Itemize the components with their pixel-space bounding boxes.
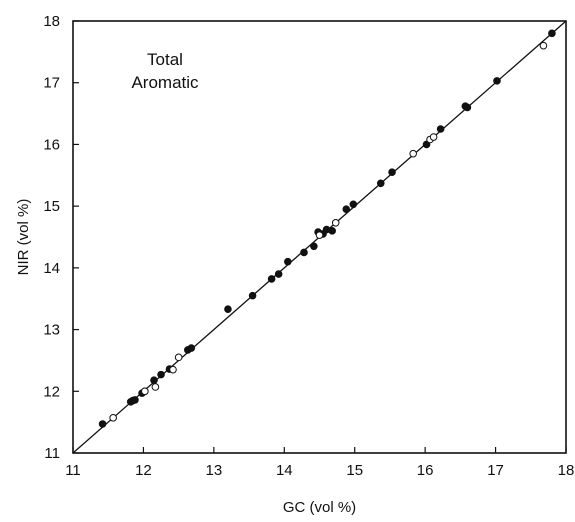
x-tick-label: 11 bbox=[65, 462, 81, 479]
data-point-filled bbox=[463, 103, 472, 112]
data-point-open bbox=[174, 353, 183, 362]
data-point-open bbox=[539, 41, 548, 50]
data-point-filled bbox=[187, 344, 196, 352]
data-point-open bbox=[141, 387, 149, 396]
data-point-filled bbox=[388, 168, 396, 176]
data-point-filled bbox=[131, 396, 139, 404]
data-point-filled bbox=[376, 179, 385, 188]
data-point-filled bbox=[274, 270, 283, 278]
data-point-filled bbox=[436, 125, 445, 133]
data-point-filled bbox=[548, 29, 556, 38]
data-point-open bbox=[151, 383, 160, 391]
data-point-filled bbox=[150, 376, 158, 384]
x-tick-label: 15 bbox=[346, 462, 363, 479]
data-point-open bbox=[331, 219, 340, 227]
data-point-filled bbox=[267, 275, 276, 283]
annotation-line-1: Total bbox=[147, 50, 183, 69]
x-tick-label: 18 bbox=[558, 462, 575, 479]
y-axis: 11 12 13 14 15 16 17 18 bbox=[43, 13, 79, 462]
y-tick-label: 16 bbox=[43, 136, 60, 153]
y-tick-label: 14 bbox=[43, 260, 60, 277]
data-point-filled bbox=[300, 248, 308, 257]
y-axis-title: NIR (vol %) bbox=[15, 199, 32, 276]
data-point-filled bbox=[248, 291, 257, 300]
y-tick-label: 11 bbox=[44, 445, 60, 462]
data-point-open bbox=[429, 133, 438, 141]
data-point-filled bbox=[310, 242, 318, 251]
x-axis: 11 12 13 14 15 16 17 18 bbox=[65, 447, 574, 479]
data-point-open bbox=[169, 365, 177, 374]
data-points bbox=[98, 29, 556, 428]
data-point-open bbox=[409, 149, 417, 158]
data-point-filled bbox=[493, 77, 501, 85]
x-tick-label: 14 bbox=[276, 462, 293, 479]
plot-frame bbox=[72, 20, 567, 454]
y-tick-label: 17 bbox=[43, 75, 60, 92]
y-tick-label: 12 bbox=[43, 383, 60, 400]
x-tick-label: 13 bbox=[206, 462, 223, 479]
data-point-filled bbox=[349, 200, 358, 209]
y-tick-label: 18 bbox=[43, 13, 60, 30]
x-tick-label: 16 bbox=[417, 462, 434, 479]
x-tick-label: 17 bbox=[487, 462, 504, 479]
data-point-open bbox=[109, 414, 117, 422]
data-point-filled bbox=[157, 370, 165, 379]
data-point-filled bbox=[284, 257, 292, 266]
data-point-open bbox=[315, 231, 324, 239]
data-point-filled bbox=[342, 205, 351, 214]
data-point-filled bbox=[98, 420, 107, 428]
data-point-filled bbox=[328, 227, 336, 235]
x-axis-title: GC (vol %) bbox=[283, 499, 356, 516]
annotation-line-2: Aromatic bbox=[131, 73, 199, 92]
y-tick-label: 13 bbox=[43, 322, 60, 339]
y-tick-label: 15 bbox=[43, 198, 60, 215]
x-tick-label: 12 bbox=[135, 462, 152, 479]
data-point-filled bbox=[224, 305, 232, 314]
